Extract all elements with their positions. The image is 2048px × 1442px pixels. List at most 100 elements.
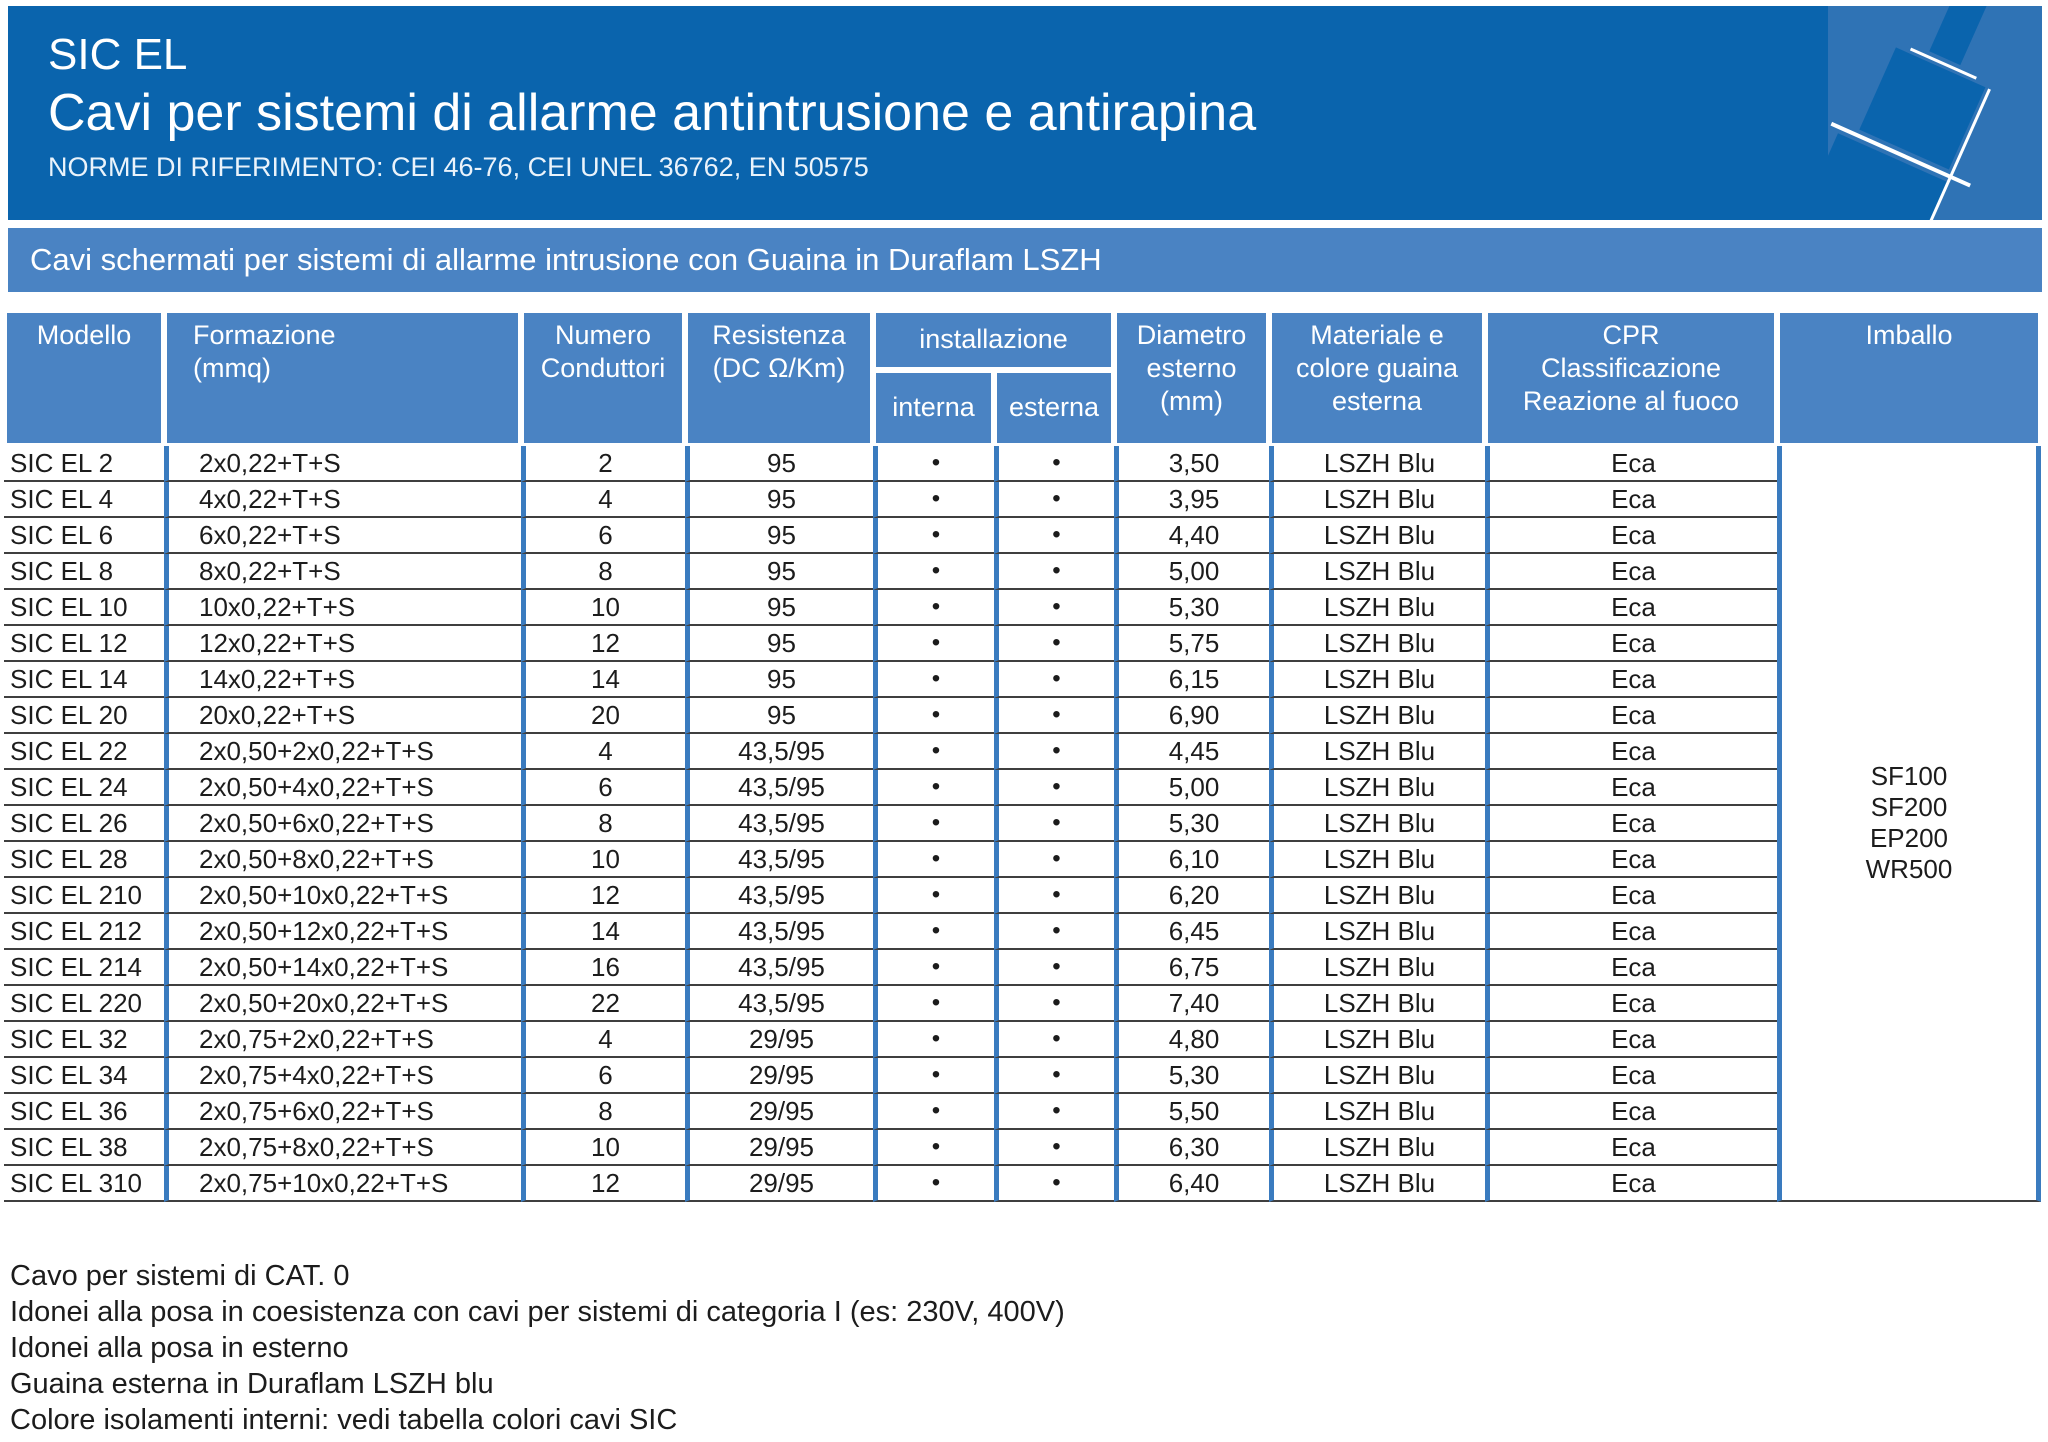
cell-cpr: Eca <box>1485 446 1777 482</box>
cell-resistenza: 43,5/95 <box>685 950 873 986</box>
note-line: Cavo per sistemi di CAT. 0 <box>10 1260 350 1292</box>
cell-modello: SIC EL 38 <box>4 1130 164 1166</box>
table-row: SIC EL 28 2x0,50+8x0,22+T+S 10 43,5/95 • • 6,1… <box>4 842 2041 878</box>
cell-installazione-interna: • <box>873 482 994 518</box>
cell-installazione-esterna: • <box>994 1166 1114 1202</box>
cell-cpr: Eca <box>1485 698 1777 734</box>
col-header-guaina: Materiale e colore guaina esterna <box>1269 310 1485 446</box>
cell-cpr: Eca <box>1485 1058 1777 1094</box>
table-row: SIC EL 4 4x0,22+T+S 4 95 • • 3,95 LSZH Blu Eca <box>4 482 2041 518</box>
cell-installazione-esterna: • <box>994 1058 1114 1094</box>
cell-installazione-interna: • <box>873 734 994 770</box>
cell-resistenza: 95 <box>685 662 873 698</box>
cell-formazione: 2x0,50+4x0,22+T+S <box>164 770 521 806</box>
cell-modello: SIC EL 20 <box>4 698 164 734</box>
cell-resistenza: 95 <box>685 518 873 554</box>
footer-notes: Cavo per sistemi di CAT. 0 Idonei alla p… <box>10 1258 1065 1438</box>
product-name: SIC EL <box>48 30 188 79</box>
cell-conduttori: 4 <box>521 482 685 518</box>
cell-resistenza: 29/95 <box>685 1022 873 1058</box>
cell-conduttori: 10 <box>521 590 685 626</box>
cell-cpr: Eca <box>1485 482 1777 518</box>
cell-modello: SIC EL 24 <box>4 770 164 806</box>
cell-installazione-esterna: • <box>994 950 1114 986</box>
cell-guaina: LSZH Blu <box>1269 554 1485 590</box>
cell-conduttori: 10 <box>521 1130 685 1166</box>
cell-installazione-interna: • <box>873 914 994 950</box>
cell-diametro: 5,30 <box>1114 806 1269 842</box>
cell-guaina: LSZH Blu <box>1269 770 1485 806</box>
note-line: Guaina esterna in Duraflam LSZH blu <box>10 1368 494 1400</box>
cell-resistenza: 43,5/95 <box>685 878 873 914</box>
cell-diametro: 5,00 <box>1114 770 1269 806</box>
cell-modello: SIC EL 10 <box>4 590 164 626</box>
cell-diametro: 5,75 <box>1114 626 1269 662</box>
cell-modello: SIC EL 212 <box>4 914 164 950</box>
cell-cpr: Eca <box>1485 734 1777 770</box>
cell-conduttori: 20 <box>521 698 685 734</box>
product-table: Modello Formazione (mmq) Numero Condutto… <box>4 310 2041 1202</box>
cell-installazione-esterna: • <box>994 1130 1114 1166</box>
cell-modello: SIC EL 310 <box>4 1166 164 1202</box>
cell-conduttori: 6 <box>521 518 685 554</box>
cell-conduttori: 10 <box>521 842 685 878</box>
cell-formazione: 2x0,50+20x0,22+T+S <box>164 986 521 1022</box>
cell-diametro: 3,50 <box>1114 446 1269 482</box>
cell-installazione-interna: • <box>873 698 994 734</box>
cell-cpr: Eca <box>1485 806 1777 842</box>
cell-guaina: LSZH Blu <box>1269 1094 1485 1130</box>
cell-guaina: LSZH Blu <box>1269 590 1485 626</box>
table-row: SIC EL 8 8x0,22+T+S 8 95 • • 5,00 LSZH Blu Eca <box>4 554 2041 590</box>
cell-cpr: Eca <box>1485 1022 1777 1058</box>
cell-cpr: Eca <box>1485 518 1777 554</box>
cell-diametro: 5,30 <box>1114 590 1269 626</box>
cell-installazione-interna: • <box>873 1022 994 1058</box>
col-header-formazione: Formazione (mmq) <box>164 310 521 446</box>
cell-installazione-esterna: • <box>994 878 1114 914</box>
cell-guaina: LSZH Blu <box>1269 878 1485 914</box>
cell-guaina: LSZH Blu <box>1269 1022 1485 1058</box>
cell-guaina: LSZH Blu <box>1269 518 1485 554</box>
cell-conduttori: 12 <box>521 626 685 662</box>
cell-cpr: Eca <box>1485 950 1777 986</box>
cell-resistenza: 95 <box>685 482 873 518</box>
col-header-esterna: esterna <box>994 370 1114 446</box>
cell-diametro: 4,45 <box>1114 734 1269 770</box>
cell-formazione: 2x0,50+2x0,22+T+S <box>164 734 521 770</box>
col-header-interna: interna <box>873 370 994 446</box>
cell-installazione-esterna: • <box>994 770 1114 806</box>
table-row: SIC EL 12 12x0,22+T+S 12 95 • • 5,75 LSZH Blu Ec… <box>4 626 2041 662</box>
cell-formazione: 4x0,22+T+S <box>164 482 521 518</box>
cell-installazione-interna: • <box>873 662 994 698</box>
cell-resistenza: 29/95 <box>685 1058 873 1094</box>
header-text-block: SIC EL Cavi per sistemi di allarme antin… <box>48 28 1812 184</box>
table-row: SIC EL 310 2x0,75+10x0,22+T+S 12 29/95 • • 6,4… <box>4 1166 2041 1202</box>
cell-formazione: 12x0,22+T+S <box>164 626 521 662</box>
cell-diametro: 6,45 <box>1114 914 1269 950</box>
cell-diametro: 6,20 <box>1114 878 1269 914</box>
cell-cpr: Eca <box>1485 626 1777 662</box>
cell-conduttori: 14 <box>521 662 685 698</box>
cell-guaina: LSZH Blu <box>1269 698 1485 734</box>
cell-installazione-interna: • <box>873 446 994 482</box>
page-title: Cavi per sistemi di allarme antintrusion… <box>48 84 1257 142</box>
cell-installazione-interna: • <box>873 590 994 626</box>
col-header-cpr: CPR Classificazione Reazione al fuoco <box>1485 310 1777 446</box>
cell-installazione-interna: • <box>873 1094 994 1130</box>
cell-formazione: 10x0,22+T+S <box>164 590 521 626</box>
cell-resistenza: 95 <box>685 554 873 590</box>
cell-installazione-interna: • <box>873 554 994 590</box>
cell-conduttori: 8 <box>521 1094 685 1130</box>
cell-guaina: LSZH Blu <box>1269 446 1485 482</box>
cell-diametro: 5,30 <box>1114 1058 1269 1094</box>
cell-installazione-esterna: • <box>994 662 1114 698</box>
col-header-diametro: Diametro esterno (mm) <box>1114 310 1269 446</box>
cell-guaina: LSZH Blu <box>1269 1130 1485 1166</box>
cell-guaina: LSZH Blu <box>1269 950 1485 986</box>
cell-formazione: 2x0,50+8x0,22+T+S <box>164 842 521 878</box>
cell-installazione-esterna: • <box>994 446 1114 482</box>
cell-conduttori: 14 <box>521 914 685 950</box>
header-banner: SIC EL Cavi per sistemi di allarme antin… <box>8 6 2042 220</box>
cell-diametro: 6,75 <box>1114 950 1269 986</box>
cell-formazione: 2x0,50+14x0,22+T+S <box>164 950 521 986</box>
